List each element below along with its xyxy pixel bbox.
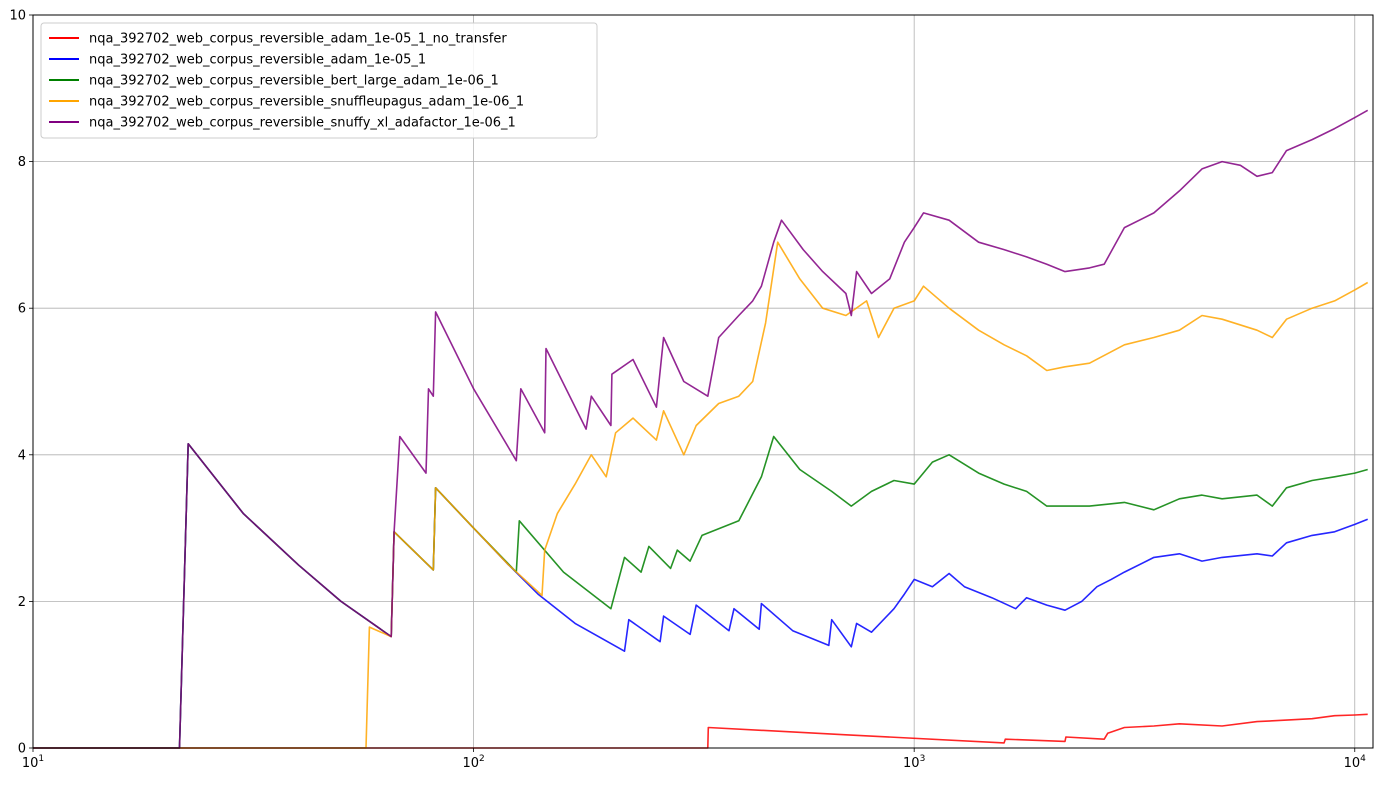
legend-label: nqa_392702_web_corpus_reversible_bert_la… [89, 74, 499, 89]
axis-ticks: 101 102 103 104 0 2 4 6 8 10 [9, 9, 1366, 772]
legend-label: nqa_392702_web_corpus_reversible_adam_1e… [89, 32, 507, 47]
series-line-4 [33, 241, 1369, 749]
series-lines [33, 109, 1369, 749]
series-line-5 [33, 109, 1369, 749]
series-line-2 [33, 442, 1368, 749]
x-tick-label: 101 [22, 754, 44, 771]
legend-label: nqa_392702_web_corpus_reversible_snuffle… [89, 95, 524, 110]
y-tick-label: 2 [18, 595, 26, 610]
series-line-3 [33, 435, 1368, 749]
y-tick-label: 4 [18, 448, 26, 463]
y-tick-label: 0 [18, 742, 26, 757]
legend: nqa_392702_web_corpus_reversible_adam_1e… [40, 22, 598, 139]
y-tick-label: 8 [18, 155, 26, 170]
axes-frame [32, 14, 1374, 749]
x-tick-label: 102 [462, 754, 484, 771]
y-tick-label: 6 [18, 302, 26, 317]
y-tick-label: 10 [9, 9, 26, 24]
legend-label: nqa_392702_web_corpus_reversible_snuffy_… [89, 116, 516, 131]
series-line-1 [33, 713, 1368, 749]
legend-box [40, 22, 598, 139]
legend-label: nqa_392702_web_corpus_reversible_adam_1e… [89, 53, 426, 68]
x-tick-label: 104 [1344, 754, 1367, 771]
x-tick-label: 103 [903, 754, 925, 771]
